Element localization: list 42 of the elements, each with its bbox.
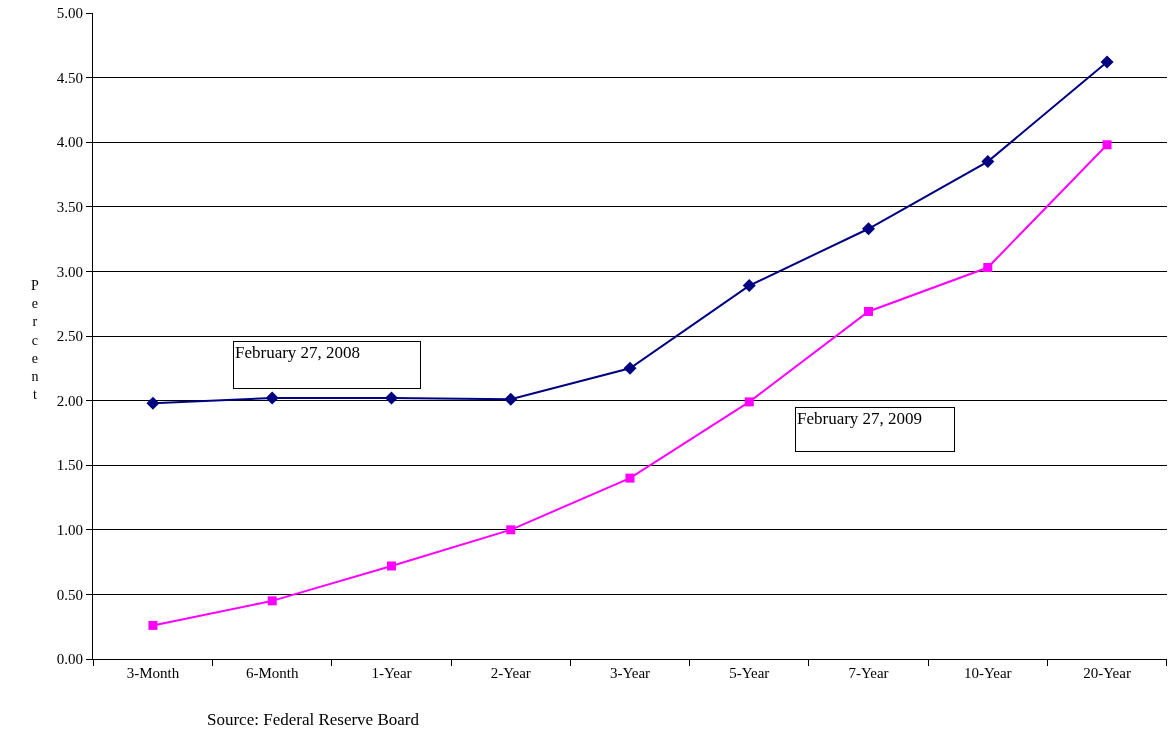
x-tick-label: 2-Year — [490, 665, 531, 681]
x-tick-label: 6-Month — [245, 665, 299, 681]
x-tick-label: 5-Year — [729, 665, 770, 681]
y-tick-label: 3.00 — [56, 263, 83, 280]
y-tick-label: 4.50 — [56, 69, 83, 86]
point — [625, 473, 635, 483]
point — [386, 561, 396, 571]
text: February 27, 2008 — [235, 343, 361, 362]
x-tick-label: 1-Year — [371, 665, 412, 681]
y-tick-label: 1.50 — [56, 457, 83, 474]
point — [384, 391, 398, 405]
point — [981, 155, 995, 169]
point — [1102, 140, 1112, 150]
y-axis-title: Percent — [31, 278, 39, 403]
y-tick-label: 4.00 — [56, 134, 83, 151]
x-tick-label: 3-Month — [126, 665, 180, 681]
y-tick-label: 2.50 — [56, 328, 83, 345]
x-tick-label: 10-Year — [963, 665, 1012, 681]
y-tick-label: 2.00 — [56, 392, 83, 409]
text: February 27, 2009 — [797, 409, 923, 428]
point — [148, 620, 158, 630]
point — [862, 222, 876, 236]
x-tick-label: 20-Year — [1083, 665, 1131, 681]
point — [744, 397, 754, 407]
point — [742, 279, 756, 293]
point — [983, 263, 993, 273]
point — [146, 396, 160, 410]
point — [1100, 55, 1114, 69]
y-tick-label: 1.00 — [56, 522, 83, 539]
y-tick-label: 5.00 — [56, 5, 83, 22]
point — [265, 391, 279, 405]
point — [864, 306, 874, 316]
point — [267, 596, 277, 606]
x-tick-label: 3-Year — [609, 665, 651, 681]
y-tick-label: 0.00 — [56, 651, 83, 668]
point — [623, 361, 637, 375]
point — [504, 392, 518, 406]
point — [506, 525, 516, 535]
source-note: Source: Federal Reserve Board — [207, 710, 420, 729]
y-tick-label: 3.50 — [56, 199, 83, 216]
y-tick-label: 0.50 — [56, 586, 83, 603]
x-tick-label: 7-Year — [848, 665, 889, 681]
